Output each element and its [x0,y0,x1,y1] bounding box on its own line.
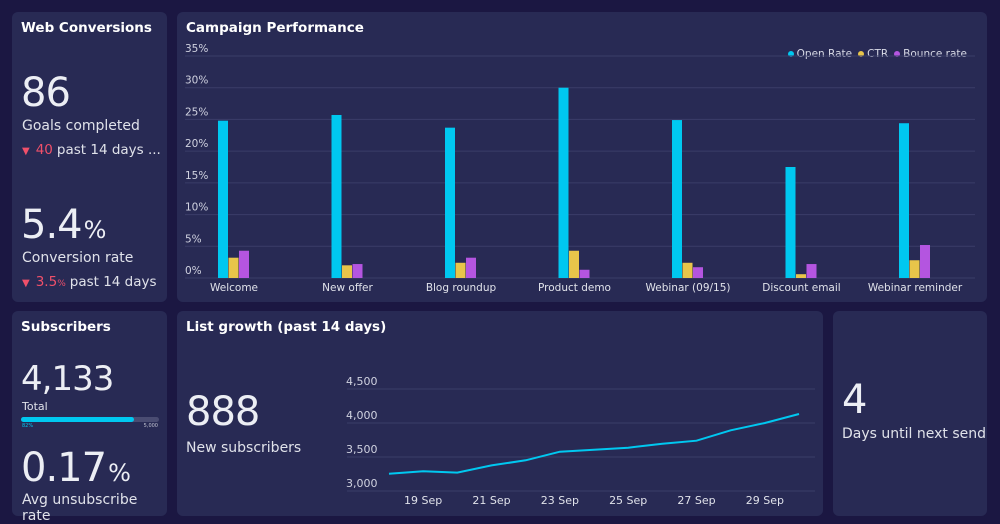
x-tick-label: Product demo [538,282,611,294]
bar-open-rate [332,115,342,278]
y-tick-label: 20% [185,138,208,150]
campaign-bar-chart: 0% 5% 10% 15% 20% 25% 30% 35% Welcome New offer Bl… [177,12,987,302]
unsub-unit: % [108,459,130,487]
y-tick-label: 3,000 [346,477,378,490]
days-until-send-label: Days until next send [842,426,986,442]
x-tick-label: 19 Sep [404,494,442,507]
bar-open-rate [218,121,228,278]
x-tick-label: Webinar reminder [868,282,963,294]
days-until-send-value: 4 [842,377,866,423]
list-growth-panel: List growth (past 14 days) 888 New subsc… [177,311,823,516]
conversion-rate-number: 5.4 [21,202,82,248]
bar-open-rate [559,88,569,278]
bar-bounce-rate [807,264,817,278]
list-growth-line-chart: 3,000 3,500 4,000 4,500 19 Sep 21 Sep 23 Sep 25… [177,311,823,516]
rate-delta: ▼3.5%past 14 days [22,274,157,290]
x-tick-label: New offer [322,282,373,294]
y-tick-label: 5% [185,233,202,245]
x-tick-label: 21 Sep [472,494,510,507]
x-tick-label: Blog roundup [426,282,497,294]
x-tick-label: Webinar (09/15) [645,282,730,294]
bar-ctr [229,258,239,278]
bar-open-rate [445,128,455,278]
bar-ctr [342,265,352,278]
bar-open-rate [899,123,909,278]
next-send-panel: 4 Days until next send [833,311,987,516]
rate-delta-text: past 14 days [70,274,157,290]
y-tick-label: 25% [185,106,208,118]
goals-completed-value: 86 [21,70,70,116]
bar-bounce-rate [920,245,930,278]
bar-ctr [683,263,693,278]
rate-delta-unit: % [57,279,66,289]
bar-ctr [456,263,466,278]
progress-percent: 82% [22,423,33,429]
y-tick-label: 10% [185,202,208,214]
y-tick-label: 0% [185,265,202,277]
caret-down-icon: ▼ [22,278,30,289]
panel-title: Web Conversions [21,20,152,36]
subscribers-panel: Subscribers 4,133 Total 82% 5,000 0.17% … [12,311,167,516]
bar-ctr [569,251,579,278]
x-tick-label: 25 Sep [609,494,647,507]
y-tick-label: 35% [185,43,208,55]
rate-delta-number: 3.5 [36,274,57,290]
goals-delta-text: past 14 days ... [57,142,161,158]
x-tick-label: Discount email [762,282,840,294]
panel-title: Subscribers [21,319,111,335]
subscribers-total: 4,133 [21,359,113,399]
bar-bounce-rate [353,264,363,278]
unsub-number: 0.17 [21,445,106,491]
x-tick-label: 23 Sep [541,494,579,507]
x-tick-label: Welcome [210,282,258,294]
bar-ctr [910,260,920,278]
y-tick-label: 15% [185,170,208,182]
y-tick-label: 30% [185,75,208,87]
bar-open-rate [672,120,682,278]
bar-bounce-rate [693,267,703,278]
goals-delta-value: 40 [36,142,53,158]
rate-delta-value: 3.5% [36,274,66,290]
x-tick-label: 27 Sep [677,494,715,507]
bar-bounce-rate [466,258,476,278]
conversion-rate-value: 5.4% [21,202,105,248]
subscriber-progress-bar [21,417,159,422]
caret-down-icon: ▼ [22,146,30,157]
y-tick-label: 4,500 [346,375,378,388]
x-tick-label: 29 Sep [746,494,784,507]
goals-completed-label: Goals completed [22,118,140,134]
y-tick-label: 4,000 [346,409,378,422]
bar-open-rate [786,167,796,278]
bar-bounce-rate [580,270,590,278]
unsubscribe-rate-value: 0.17% [21,445,130,491]
conversion-rate-unit: % [84,216,106,244]
progress-max: 5,000 [144,423,158,429]
bar-ctr [796,274,806,278]
progress-fill [21,417,134,422]
unsubscribe-rate-label: Avg unsubscribe rate [22,492,167,524]
conversion-rate-label: Conversion rate [22,250,133,266]
total-label: Total [22,400,48,413]
y-tick-label: 3,500 [346,443,378,456]
bar-bounce-rate [239,251,249,278]
